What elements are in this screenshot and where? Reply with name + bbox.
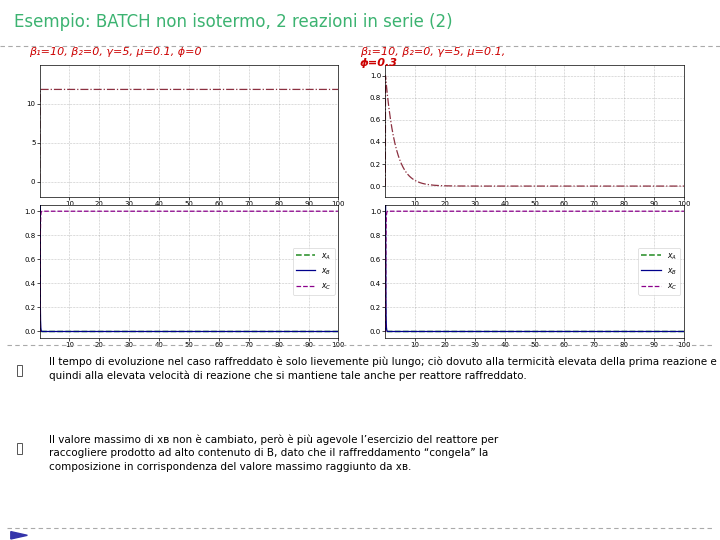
Text: ϕ=0.3: ϕ=0.3 xyxy=(360,57,398,68)
Text: β₁=10, β₂=0, γ=5, μ=0.1, ϕ=0: β₁=10, β₂=0, γ=5, μ=0.1, ϕ=0 xyxy=(29,46,202,57)
Text: Il tempo di evoluzione nel caso raffreddato è solo lievemente più lungo; ciò dov: Il tempo di evoluzione nel caso raffredd… xyxy=(49,356,716,381)
Text: Esempio: BATCH non isotermo, 2 reazioni in serie (2): Esempio: BATCH non isotermo, 2 reazioni … xyxy=(14,13,453,31)
Text: Il valore massimo di xʙ non è cambiato, però è più agevole l’esercizio del reatt: Il valore massimo di xʙ non è cambiato, … xyxy=(49,434,498,472)
Legend: $x_A$, $x_B$, $x_C$: $x_A$, $x_B$, $x_C$ xyxy=(639,248,680,295)
Polygon shape xyxy=(11,531,27,539)
Text: β₁=10, β₂=0, γ=5, μ=0.1,: β₁=10, β₂=0, γ=5, μ=0.1, xyxy=(360,46,505,57)
Legend: $x_A$, $x_B$, $x_C$: $x_A$, $x_B$, $x_C$ xyxy=(293,248,335,295)
